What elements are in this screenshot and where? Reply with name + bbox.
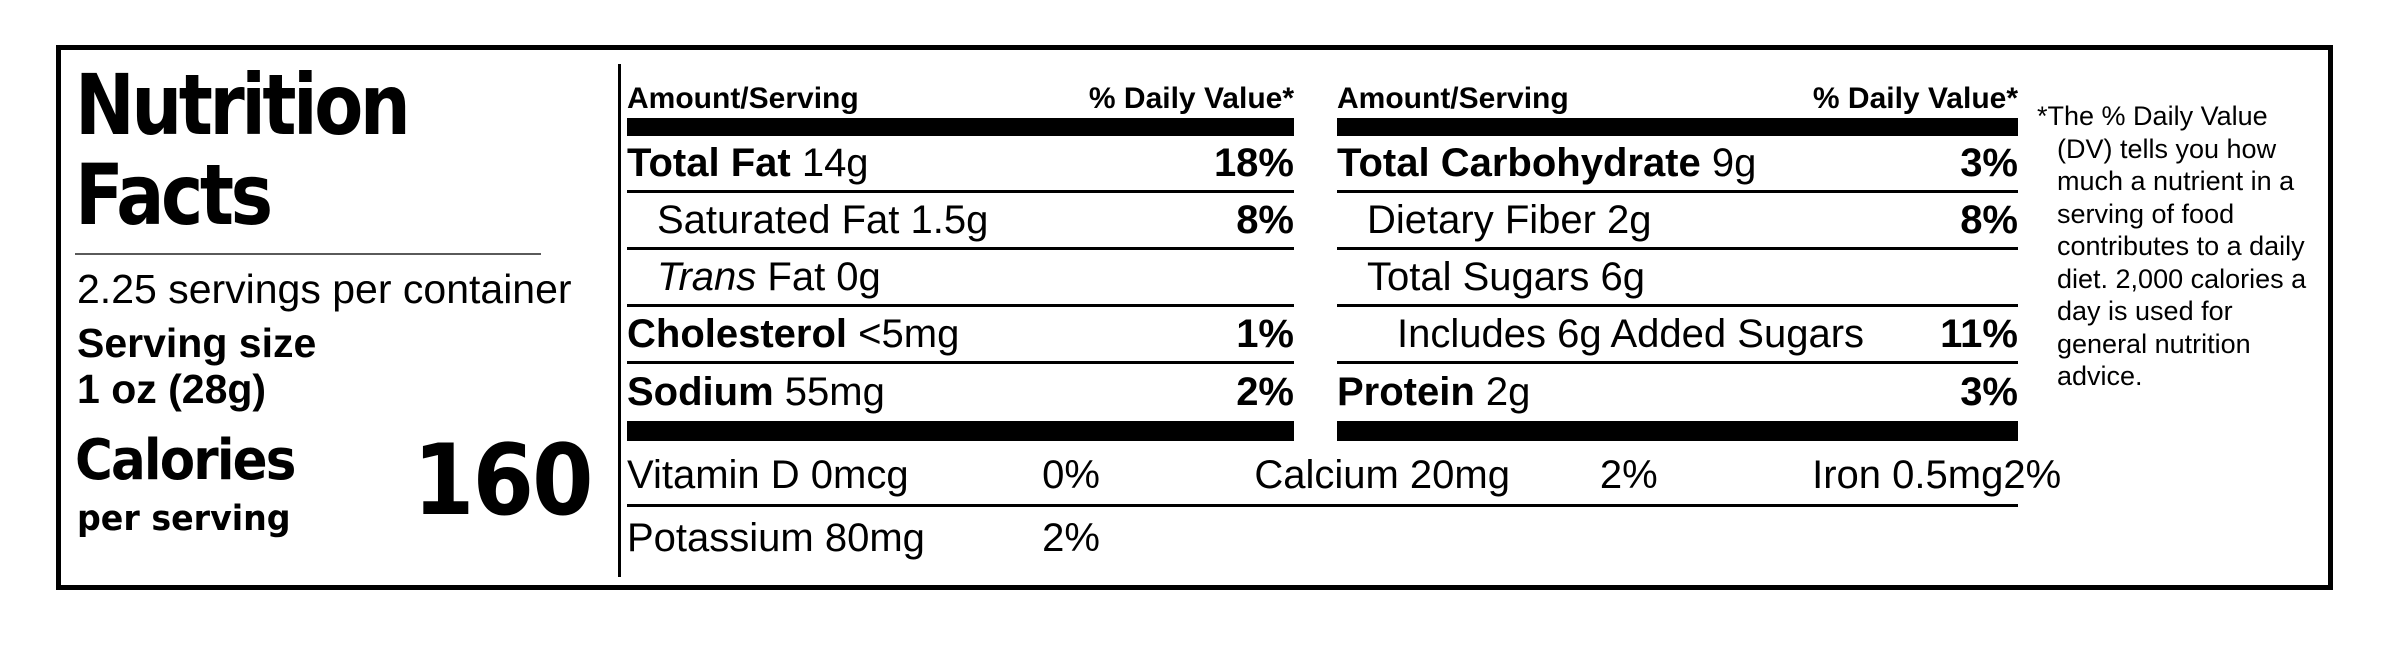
nutrient-label: Sodium 55mg [627,370,885,415]
vertical-divider [618,64,621,577]
nutrient-label: Total Fat 14g [627,141,869,186]
micronutrient-row-2: Potassium 80mg 2% [627,510,2018,566]
nutrient-label: Includes 6g Added Sugars [1337,312,1864,357]
micronutrient-percent: 0% [1042,453,1100,497]
label-title: Nutrition Facts [75,60,411,240]
nutrient-row: Total Fat 14g 18% [627,136,1294,193]
nutrient-name: Cholesterol [627,311,848,356]
separator-bar [1337,421,2018,441]
daily-value-footnote: *The % Daily Value (DV) tells you how mu… [2037,100,2325,393]
nutrient-label: Trans Fat 0g [627,255,881,300]
micronutrient: Potassium 80mg 2% [627,516,1100,561]
nutrient-amount: Includes 6g Added Sugars [1397,311,1865,356]
label-title-line2: Facts [75,146,273,244]
micronutrient-name: Calcium 20mg [1254,453,1510,497]
separator-bar [627,421,1294,441]
separator-bar [1337,118,2018,136]
micronutrient: Iron 0.5mg 2% [1812,453,2061,498]
nutrient-amount: 2g [1474,370,1531,414]
micronutrient-name: Vitamin D 0mcg [627,453,909,497]
daily-value-percent: 8% [1236,197,1294,242]
label-title-line1: Nutrition [75,56,411,154]
amount-serving-header: Amount/Serving [627,82,859,115]
nutrient-row: Trans Fat 0g [627,250,1294,307]
title-divider [75,253,541,255]
daily-value-percent: 2% [1236,370,1294,414]
nutrient-amount: 14g [790,140,869,185]
nutrient-name: Trans [657,254,757,299]
daily-value-header: % Daily Value* [1088,82,1294,115]
nutrient-amount: Dietary Fiber 2g [1367,197,1652,242]
nutrient-rows: Total Fat 14g 18% Saturated Fat 1.5g 8% Tran… [627,136,1294,421]
micronutrient-percent: 2% [1599,453,1658,497]
daily-value-percent: 1% [1236,311,1294,356]
daily-value-percent: 18% [1213,140,1294,185]
micronutrient: Calcium 20mg 2% [1254,453,1657,498]
daily-value-percent: 3% [1960,370,2018,414]
nutrient-name: Total Fat [627,140,791,185]
nutrient-label: Saturated Fat 1.5g [627,198,988,243]
nutrition-facts-label: Nutrition Facts 2.25 servings per contain… [56,45,2333,590]
micronutrient-percent: 2% [2003,453,2062,497]
nutrient-name: Total Carbohydrate [1337,140,1701,185]
micronutrient-name: Iron 0.5mg [1812,453,2004,497]
nutrient-amount: 9g [1700,140,1757,185]
nutrient-label: Total Carbohydrate 9g [1337,141,1756,186]
serving-size-label: Serving size [77,320,317,366]
amount-serving-header: Amount/Serving [1337,82,1569,115]
nutrient-column-2: Amount/Serving % Daily Value* Total Carb… [1337,76,2018,441]
servings-per-container: 2.25 servings per container [77,266,572,312]
daily-value-percent: 11% [1940,311,2018,356]
nutrient-name: Sodium [627,370,774,414]
nutrient-row: Dietary Fiber 2g 8% [1337,193,2018,250]
column-header: Amount/Serving % Daily Value* [627,76,1294,118]
nutrient-row: Sodium 55mg 2% [627,364,1294,421]
nutrient-row: Saturated Fat 1.5g 8% [627,193,1294,250]
calories-value: 160 [413,424,594,538]
column-header: Amount/Serving % Daily Value* [1337,76,2018,118]
serving-size-value: 1 oz (28g) [77,366,267,412]
nutrient-row: Protein 2g 3% [1337,364,2018,421]
daily-value-percent: 3% [1960,140,2018,185]
nutrient-amount: 55mg [773,370,885,414]
nutrient-row: Total Carbohydrate 9g 3% [1337,136,2018,193]
footnote-text: The % Daily Value (DV) tells you how muc… [2047,101,2307,391]
nutrient-amount: <5mg [847,311,960,356]
separator-bar [627,118,1294,136]
daily-value-percent: 8% [1960,197,2018,242]
nutrient-row: Includes 6g Added Sugars 11% [1337,307,2018,364]
nutrient-label: Total Sugars 6g [1337,255,1645,300]
calories-sublabel: per serving [77,499,291,539]
calories-label: Calories [75,428,296,493]
nutrient-rows: Total Carbohydrate 9g 3% Dietary Fiber 2g 8… [1337,136,2018,421]
micronutrient: Vitamin D 0mcg 0% [627,453,1100,498]
nutrient-row: Total Sugars 6g [1337,250,2018,307]
nutrient-column-1: Amount/Serving % Daily Value* Total Fat … [627,76,1294,441]
nutrient-row: Cholesterol <5mg 1% [627,307,1294,364]
nutrient-label: Cholesterol <5mg [627,312,959,357]
nutrient-amount: Saturated Fat 1.5g [657,197,989,242]
micronutrient-row-1: Vitamin D 0mcg 0% Calcium 20mg 2% Iron 0.5mg… [627,447,2061,507]
nutrient-amount: Fat 0g [756,254,881,299]
daily-value-header: % Daily Value* [1812,82,2018,115]
nutrient-label: Protein 2g [1337,370,1530,415]
nutrient-name: Protein [1337,370,1475,414]
micronutrient-percent: 2% [1042,515,1100,560]
nutrient-amount: Total Sugars 6g [1367,254,1645,299]
micronutrient-name: Potassium 80mg [627,515,925,560]
nutrient-label: Dietary Fiber 2g [1337,198,1652,243]
footnote-asterisk: * [2037,101,2048,131]
